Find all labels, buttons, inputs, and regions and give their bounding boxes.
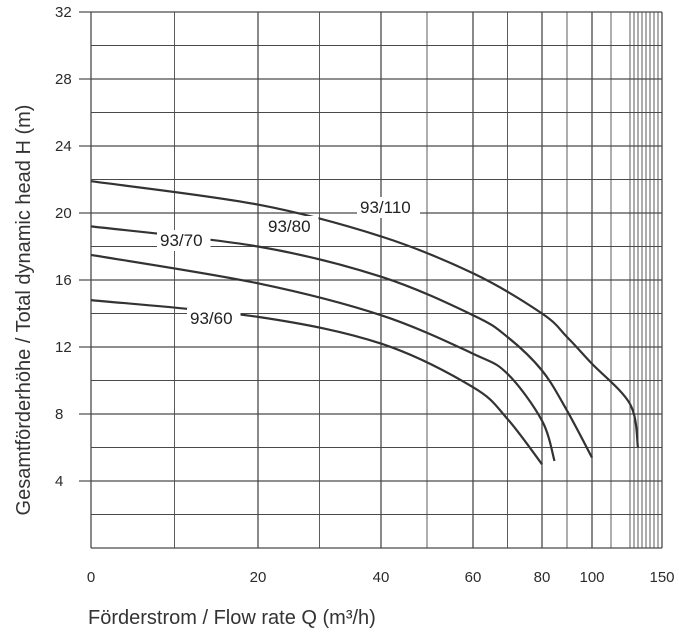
chart-curves bbox=[90, 180, 640, 465]
y-axis-title: Gesamtförderhöhe / Total dynamic head H … bbox=[13, 105, 35, 516]
series-line-93-70 bbox=[90, 253, 556, 462]
series-label: 93/80 bbox=[268, 217, 311, 236]
y-tick-label: 28 bbox=[55, 71, 72, 88]
series-label-backing bbox=[357, 197, 420, 218]
series-label-backing bbox=[187, 308, 241, 329]
y-tick-label: 8 bbox=[55, 406, 63, 423]
y-tick-label: 4 bbox=[55, 473, 63, 490]
series-label: 93/60 bbox=[190, 309, 233, 328]
chart-grid bbox=[79, 11, 663, 549]
series-label-backing bbox=[265, 216, 319, 237]
x-tick-label: 150 bbox=[649, 569, 674, 586]
series-line-93-110 bbox=[90, 180, 640, 448]
x-tick-label: 60 bbox=[465, 569, 482, 586]
series-label: 93/70 bbox=[160, 231, 203, 250]
y-tick-label: 20 bbox=[55, 205, 72, 222]
y-tick-label: 32 bbox=[55, 4, 72, 21]
series-label: 93/110 bbox=[360, 198, 411, 217]
x-tick-label: 80 bbox=[534, 569, 551, 586]
chart-series-labels: 93/110 93/80 93/70 93/60 bbox=[157, 197, 420, 329]
y-tick-label: 24 bbox=[55, 138, 72, 155]
series-label-backing bbox=[157, 230, 211, 251]
series-line-93-80 bbox=[90, 225, 593, 459]
x-tick-label: 40 bbox=[373, 569, 390, 586]
chart-tick-labels: 4 8 12 16 20 24 28 32 0 20 40 60 80 100 150 bbox=[55, 4, 675, 586]
y-tick-label: 16 bbox=[55, 272, 72, 289]
series-line-93-60 bbox=[90, 299, 543, 465]
x-tick-label: 100 bbox=[579, 569, 604, 586]
x-tick-label: 0 bbox=[87, 569, 95, 586]
x-axis-title: Förderstrom / Flow rate Q (m³/h) bbox=[88, 607, 376, 629]
y-tick-label: 12 bbox=[55, 339, 72, 356]
x-tick-label: 20 bbox=[250, 569, 267, 586]
